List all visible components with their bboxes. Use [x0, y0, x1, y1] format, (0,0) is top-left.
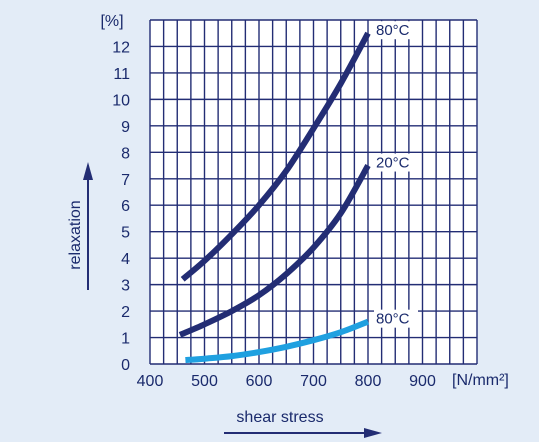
series-label: 80°C — [376, 311, 410, 328]
y-unit-label: [%] — [100, 13, 123, 30]
x-axis-label: shear stress — [236, 409, 323, 426]
y-tick-label: 11 — [113, 66, 130, 83]
y-tick-label: 4 — [121, 251, 130, 268]
y-tick-label: 2 — [121, 304, 130, 321]
x-tick-label: 400 — [137, 373, 164, 390]
series-label-bg — [374, 21, 418, 40]
x-axis-arrow — [224, 428, 382, 438]
x-tick-label: 500 — [191, 373, 218, 390]
series-line-3 — [185, 318, 370, 363]
series-label-bg — [374, 309, 418, 328]
series-line-2 — [178, 164, 371, 338]
series-label: 80°C — [376, 22, 410, 39]
y-tick-label: 9 — [121, 119, 130, 136]
y-axis-arrow — [83, 162, 93, 290]
y-axis-label: relaxation — [67, 200, 84, 269]
y-tick-label: 1 — [121, 331, 130, 348]
y-tick-label: 0 — [121, 357, 130, 374]
x-unit-label: [N/mm²] — [452, 372, 509, 389]
grid — [149, 19, 478, 365]
series-label-bg — [374, 153, 418, 172]
series-label: 20°C — [376, 155, 410, 172]
x-tick-label: 900 — [409, 373, 436, 390]
y-tick-label: 8 — [121, 145, 130, 162]
series-line-1 — [180, 31, 371, 282]
y-tick-label: 5 — [121, 225, 130, 242]
x-tick-label: 800 — [355, 373, 382, 390]
x-tick-label: 700 — [300, 373, 327, 390]
y-tick-label: 7 — [121, 172, 130, 189]
y-tick-label: 12 — [112, 39, 130, 56]
curves: 80°C 20°C 80°C — [178, 21, 418, 363]
y-tick-label: 10 — [112, 92, 130, 109]
x-tick-label: 600 — [246, 373, 273, 390]
y-tick-label: 6 — [121, 198, 130, 215]
y-tick-label: 3 — [121, 278, 130, 295]
